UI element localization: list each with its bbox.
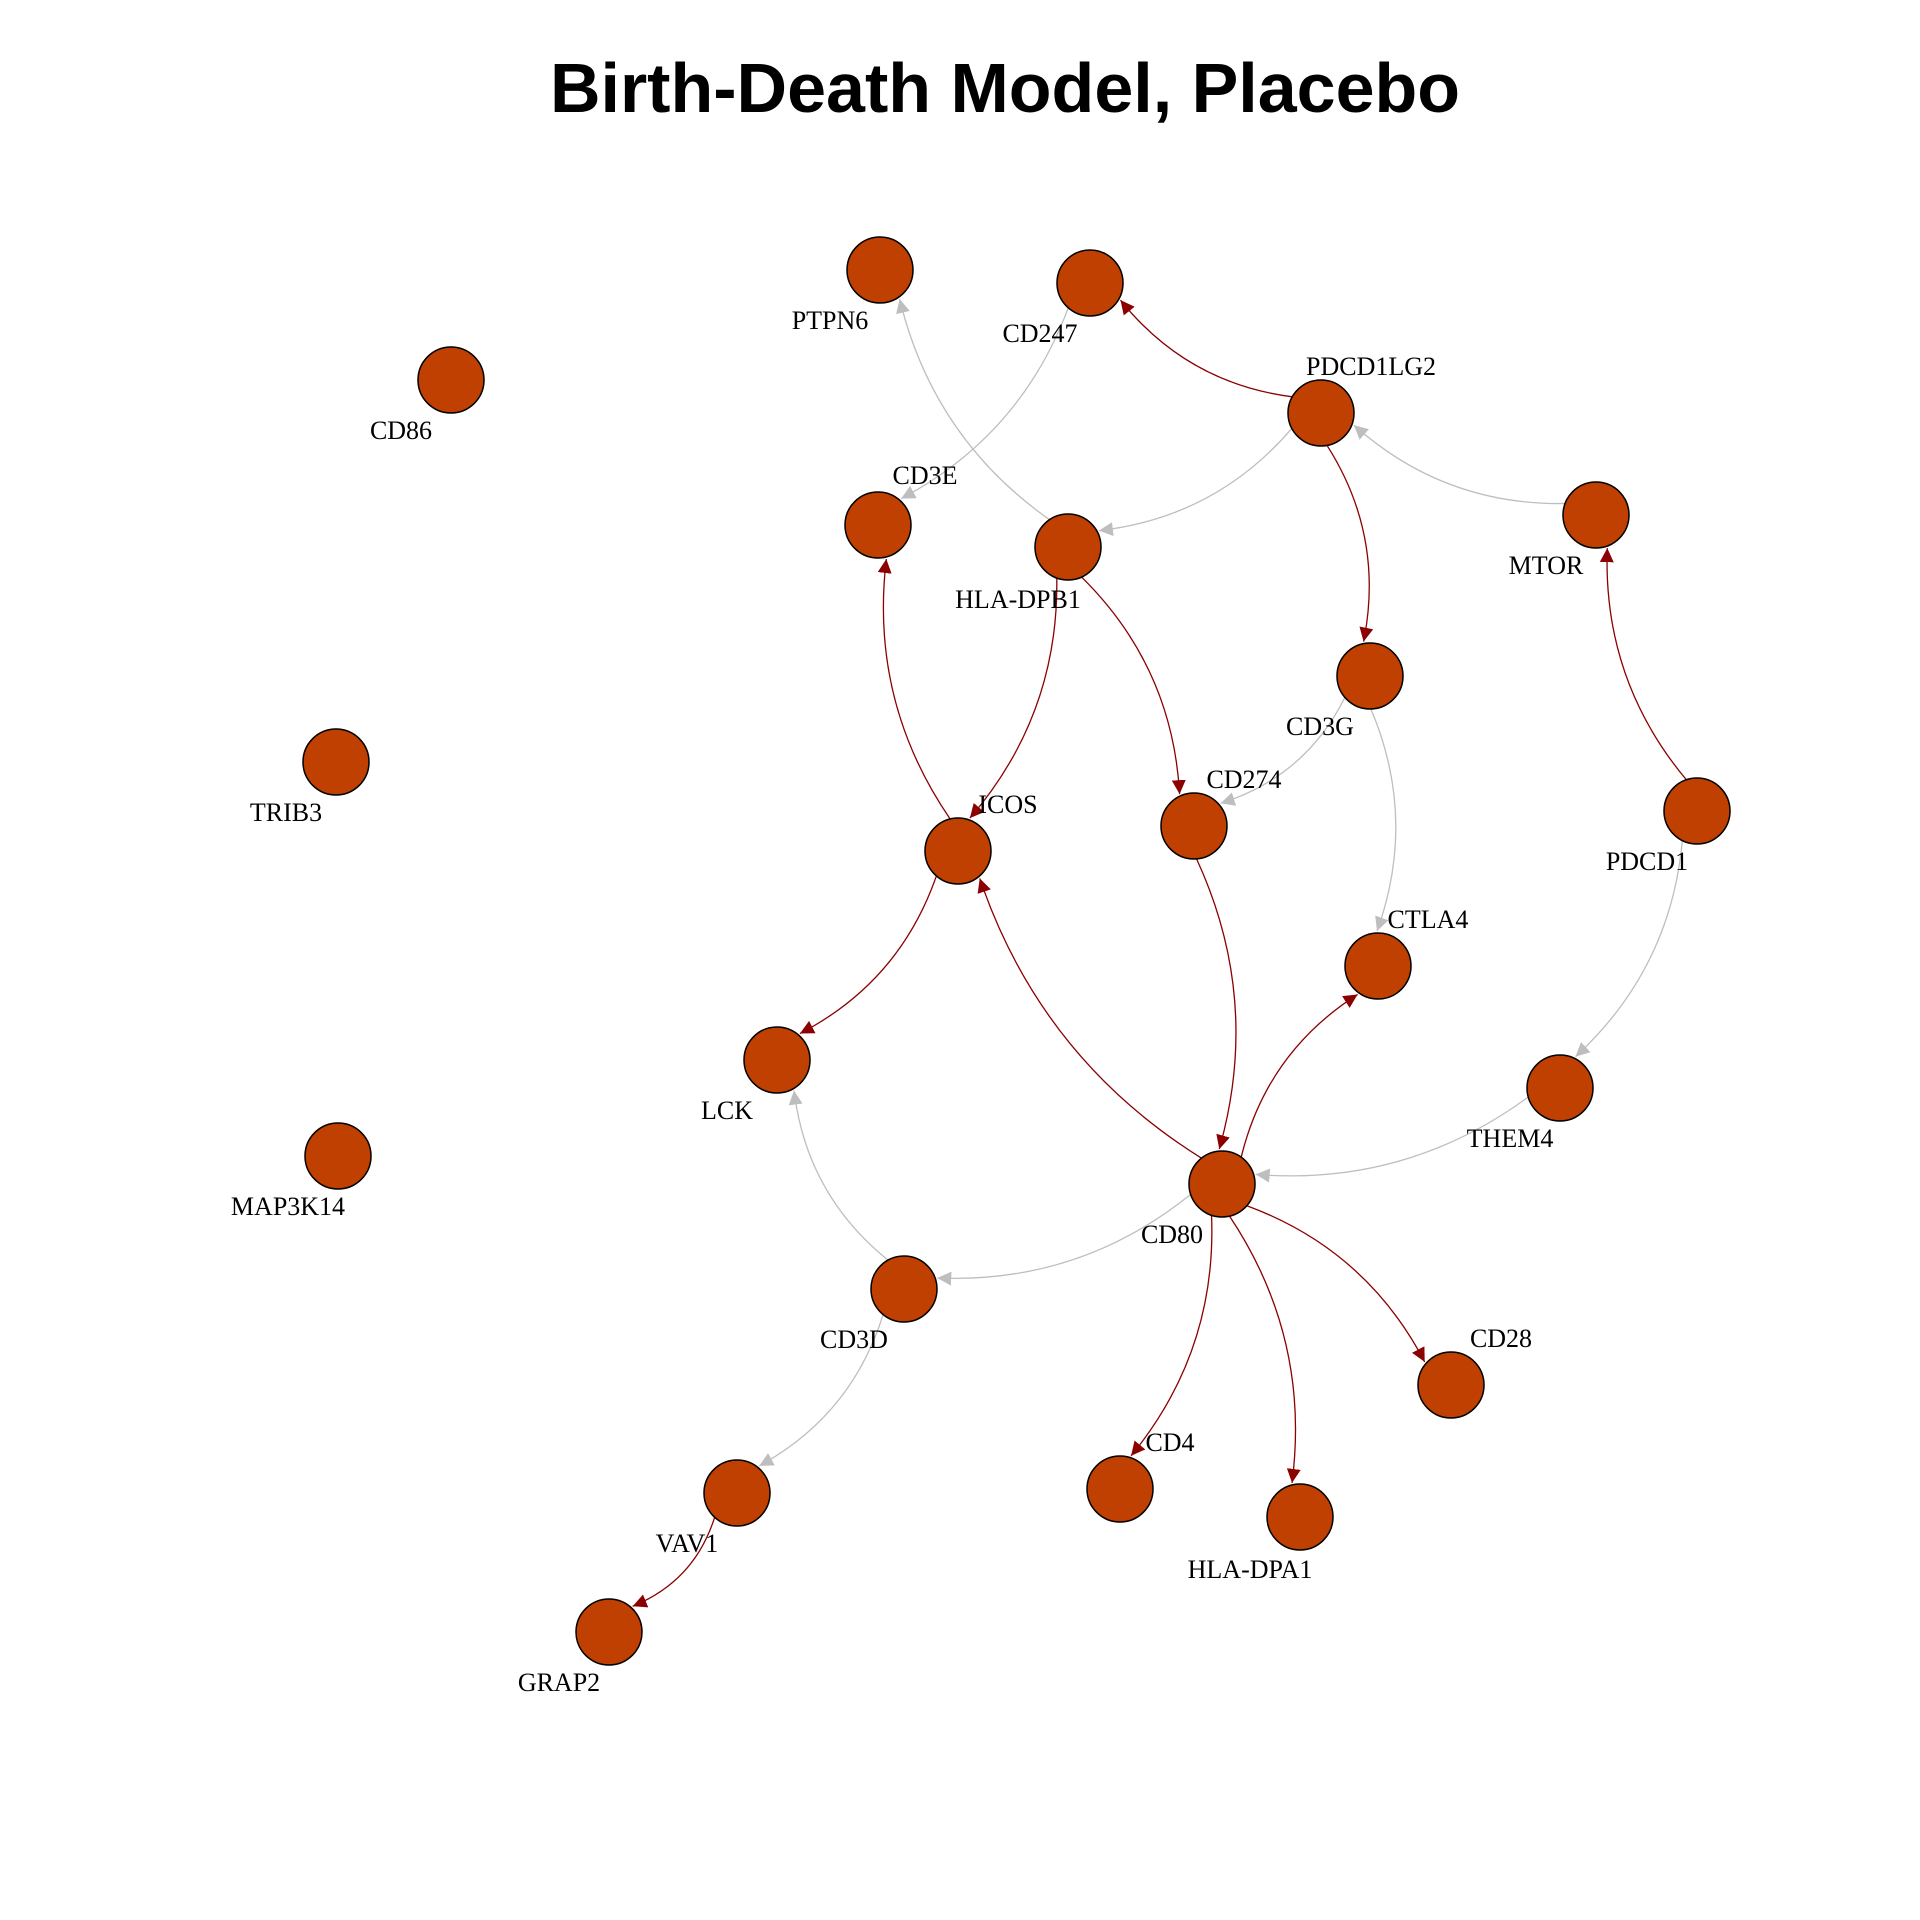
node-label: MAP3K14 [231,1192,345,1221]
edge-cd3g-to-cd274 [1220,697,1346,806]
node-label: LCK [701,1096,753,1125]
node-circle [1663,777,1731,845]
node-grap2: GRAP2 [518,1598,643,1697]
node-label: MTOR [1509,551,1584,580]
node-circle [1417,1351,1485,1419]
edge-pdcd1lg2-to-cd247 [1119,299,1293,398]
node-cd247: CD247 [1002,249,1124,348]
edge-cd80-to-cd4 [1130,1215,1213,1457]
edge-icos-to-cd3e [877,558,951,820]
node-hla-dpa1: HLA-DPA1 [1188,1483,1334,1584]
node-circle [1034,513,1102,581]
node-cd3e: CD3E [844,461,958,559]
node-label: CD28 [1470,1324,1532,1353]
edge-cd80-to-cd3d [937,1193,1192,1286]
node-circle [1188,1150,1256,1218]
node-circle [846,236,914,304]
edge-vav1-to-grap2 [632,1517,716,1608]
node-circle [1336,642,1404,710]
node-circle [703,1459,771,1527]
node-cd274: CD274 [1160,765,1282,860]
edge-mtor-to-pdcd1lg2 [1353,424,1566,505]
node-circle [844,491,912,559]
edge-cd80-to-ctla4 [1240,993,1358,1158]
node-label: CD4 [1145,1428,1194,1457]
edge-cd80-to-hla-dpa1 [1228,1215,1301,1484]
node-circle [870,1255,938,1323]
node-label: GRAP2 [518,1668,600,1697]
node-circle [1287,379,1355,447]
node-circle [743,1026,811,1094]
node-label: TRIB3 [250,798,322,827]
node-circle [575,1598,643,1666]
node-cd28: CD28 [1417,1324,1532,1419]
node-circle [1562,481,1630,549]
node-cd4: CD4 [1086,1428,1195,1523]
node-ctla4: CTLA4 [1344,905,1469,1000]
node-circle [1160,792,1228,860]
node-circle [302,728,370,796]
node-label: CD3G [1286,712,1354,741]
node-trib3: TRIB3 [250,728,370,827]
node-circle [1086,1455,1154,1523]
node-label: ICOS [978,790,1037,819]
node-icos: ICOS [924,790,1038,885]
node-layer: PTPN6 CD247 CD86 PDCD1LG2 CD3E HLA-DPB1 MTOR CD… [231,236,1731,1697]
node-circle [924,817,992,885]
node-label: HLA-DPA1 [1188,1555,1313,1584]
node-cd3g: CD3G [1286,642,1404,741]
edge-cd3d-to-lck [788,1090,889,1261]
edge-pdcd1-to-them4 [1575,840,1684,1058]
edge-cd80-to-icos [977,878,1202,1159]
edge-pdcd1lg2-to-cd3g [1326,445,1374,642]
edge-hla-dpb1-to-cd274 [1081,576,1186,795]
node-label: CD274 [1206,765,1281,794]
node-label: PTPN6 [792,306,869,335]
node-circle [1526,1054,1594,1122]
node-pdcd1lg2: PDCD1LG2 [1287,352,1436,447]
node-vav1: VAV1 [656,1459,771,1558]
edge-cd3d-to-vav1 [758,1314,884,1467]
edge-hla-dpb1-to-icos [969,578,1058,819]
node-cd3d: CD3D [820,1255,938,1354]
edge-them4-to-cd80 [1255,1096,1529,1183]
node-circle [1056,249,1124,317]
node-them4: THEM4 [1467,1054,1594,1153]
edge-cd3g-to-ctla4 [1370,708,1397,932]
node-circle [304,1122,372,1190]
node-label: PDCD1 [1606,847,1688,876]
node-circle [417,346,485,414]
edge-cd274-to-cd80 [1195,858,1237,1150]
node-label: CD86 [370,416,432,445]
node-cd80: CD80 [1141,1150,1256,1249]
node-label: HLA-DPB1 [955,585,1081,614]
node-circle [1266,1483,1334,1551]
edge-pdcd1lg2-to-hla-dpb1 [1098,428,1293,537]
node-label: THEM4 [1467,1124,1554,1153]
node-label: CD3E [893,461,958,490]
edge-cd80-to-cd28 [1246,1205,1426,1363]
node-label: VAV1 [656,1529,719,1558]
node-hla-dpb1: HLA-DPB1 [955,513,1102,614]
edge-icos-to-lck [799,875,938,1035]
node-label: CD3D [820,1325,888,1354]
node-pdcd1: PDCD1 [1606,777,1731,876]
node-circle [1344,932,1412,1000]
edge-cd247-to-cd3e [900,307,1069,500]
edge-pdcd1-to-mtor [1599,548,1687,781]
node-label: PDCD1LG2 [1306,352,1436,381]
node-cd86: CD86 [370,346,485,445]
edge-layer [632,298,1687,1608]
node-ptpn6: PTPN6 [792,236,914,335]
node-map3k14: MAP3K14 [231,1122,372,1221]
node-mtor: MTOR [1509,481,1630,580]
node-lck: LCK [701,1026,811,1125]
diagram-title: Birth-Death Model, Placebo [549,49,1461,127]
node-label: CD247 [1002,319,1077,348]
node-label: CD80 [1141,1220,1203,1249]
edge-hla-dpb1-to-ptpn6 [896,298,1050,521]
node-label: CTLA4 [1388,905,1469,934]
